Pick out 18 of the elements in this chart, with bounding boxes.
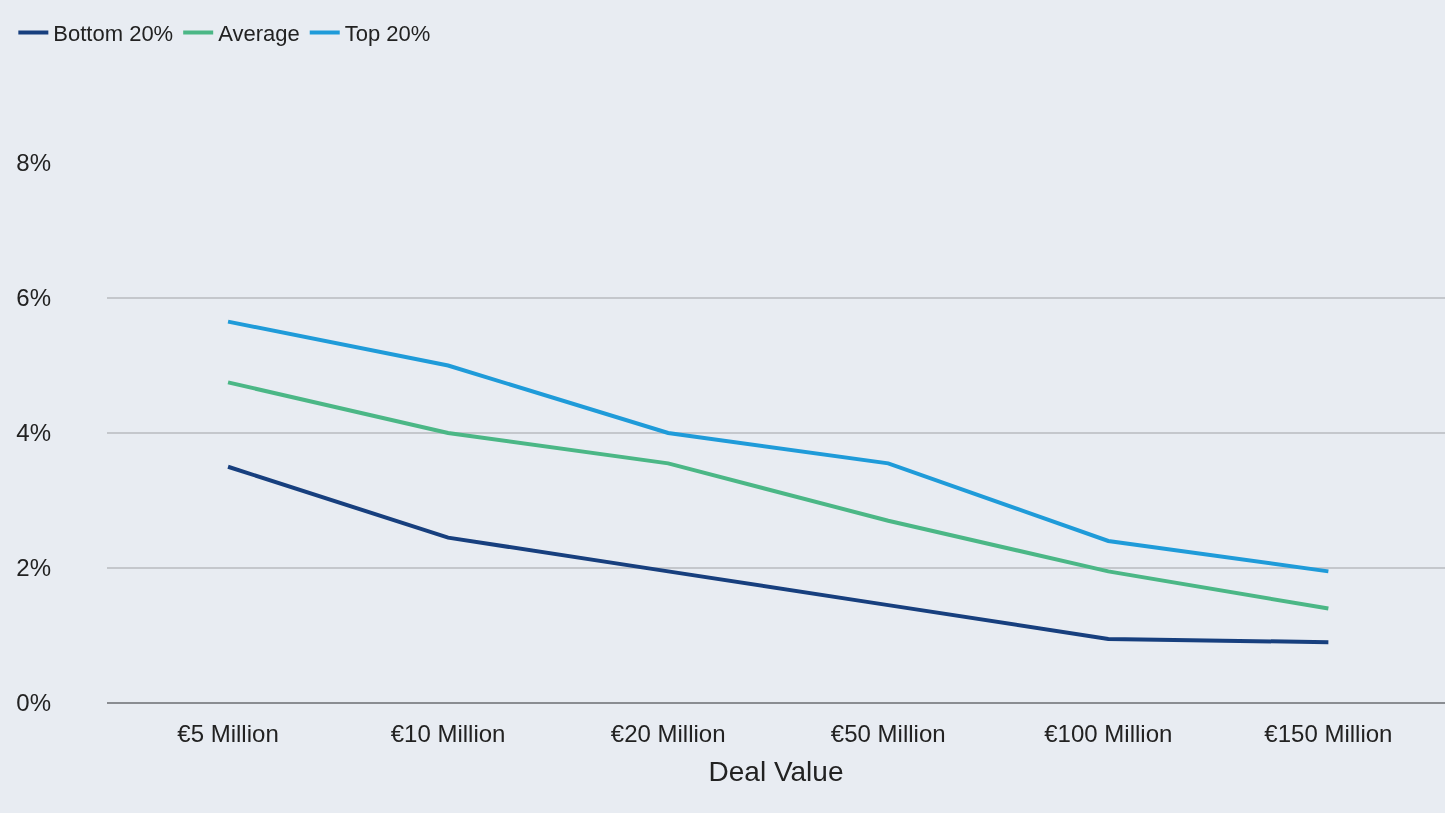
x-tick-label: €150 Million (1264, 720, 1393, 747)
x-tick-label: €5 Million (177, 720, 279, 747)
y-tick-label: 0% (16, 689, 51, 717)
legend-label: Average (218, 21, 300, 47)
y-tick-label: 8% (16, 149, 51, 177)
x-tick-label: €100 Million (1044, 720, 1173, 747)
legend-label: Top 20% (344, 21, 431, 47)
y-tick-label: 2% (16, 554, 51, 582)
legend-label: Bottom 20% (53, 21, 174, 47)
y-tick-label: 6% (16, 284, 51, 312)
line-series (226, 319, 1331, 574)
x-tick-label: €10 Million (390, 720, 506, 747)
x-tick-label: €20 Million (610, 720, 726, 747)
line-series (226, 464, 1331, 645)
line-series (226, 380, 1331, 611)
x-axis-title: Deal Value (708, 756, 844, 788)
x-tick-label: €50 Million (830, 720, 946, 747)
y-tick-label: 4% (16, 419, 51, 447)
